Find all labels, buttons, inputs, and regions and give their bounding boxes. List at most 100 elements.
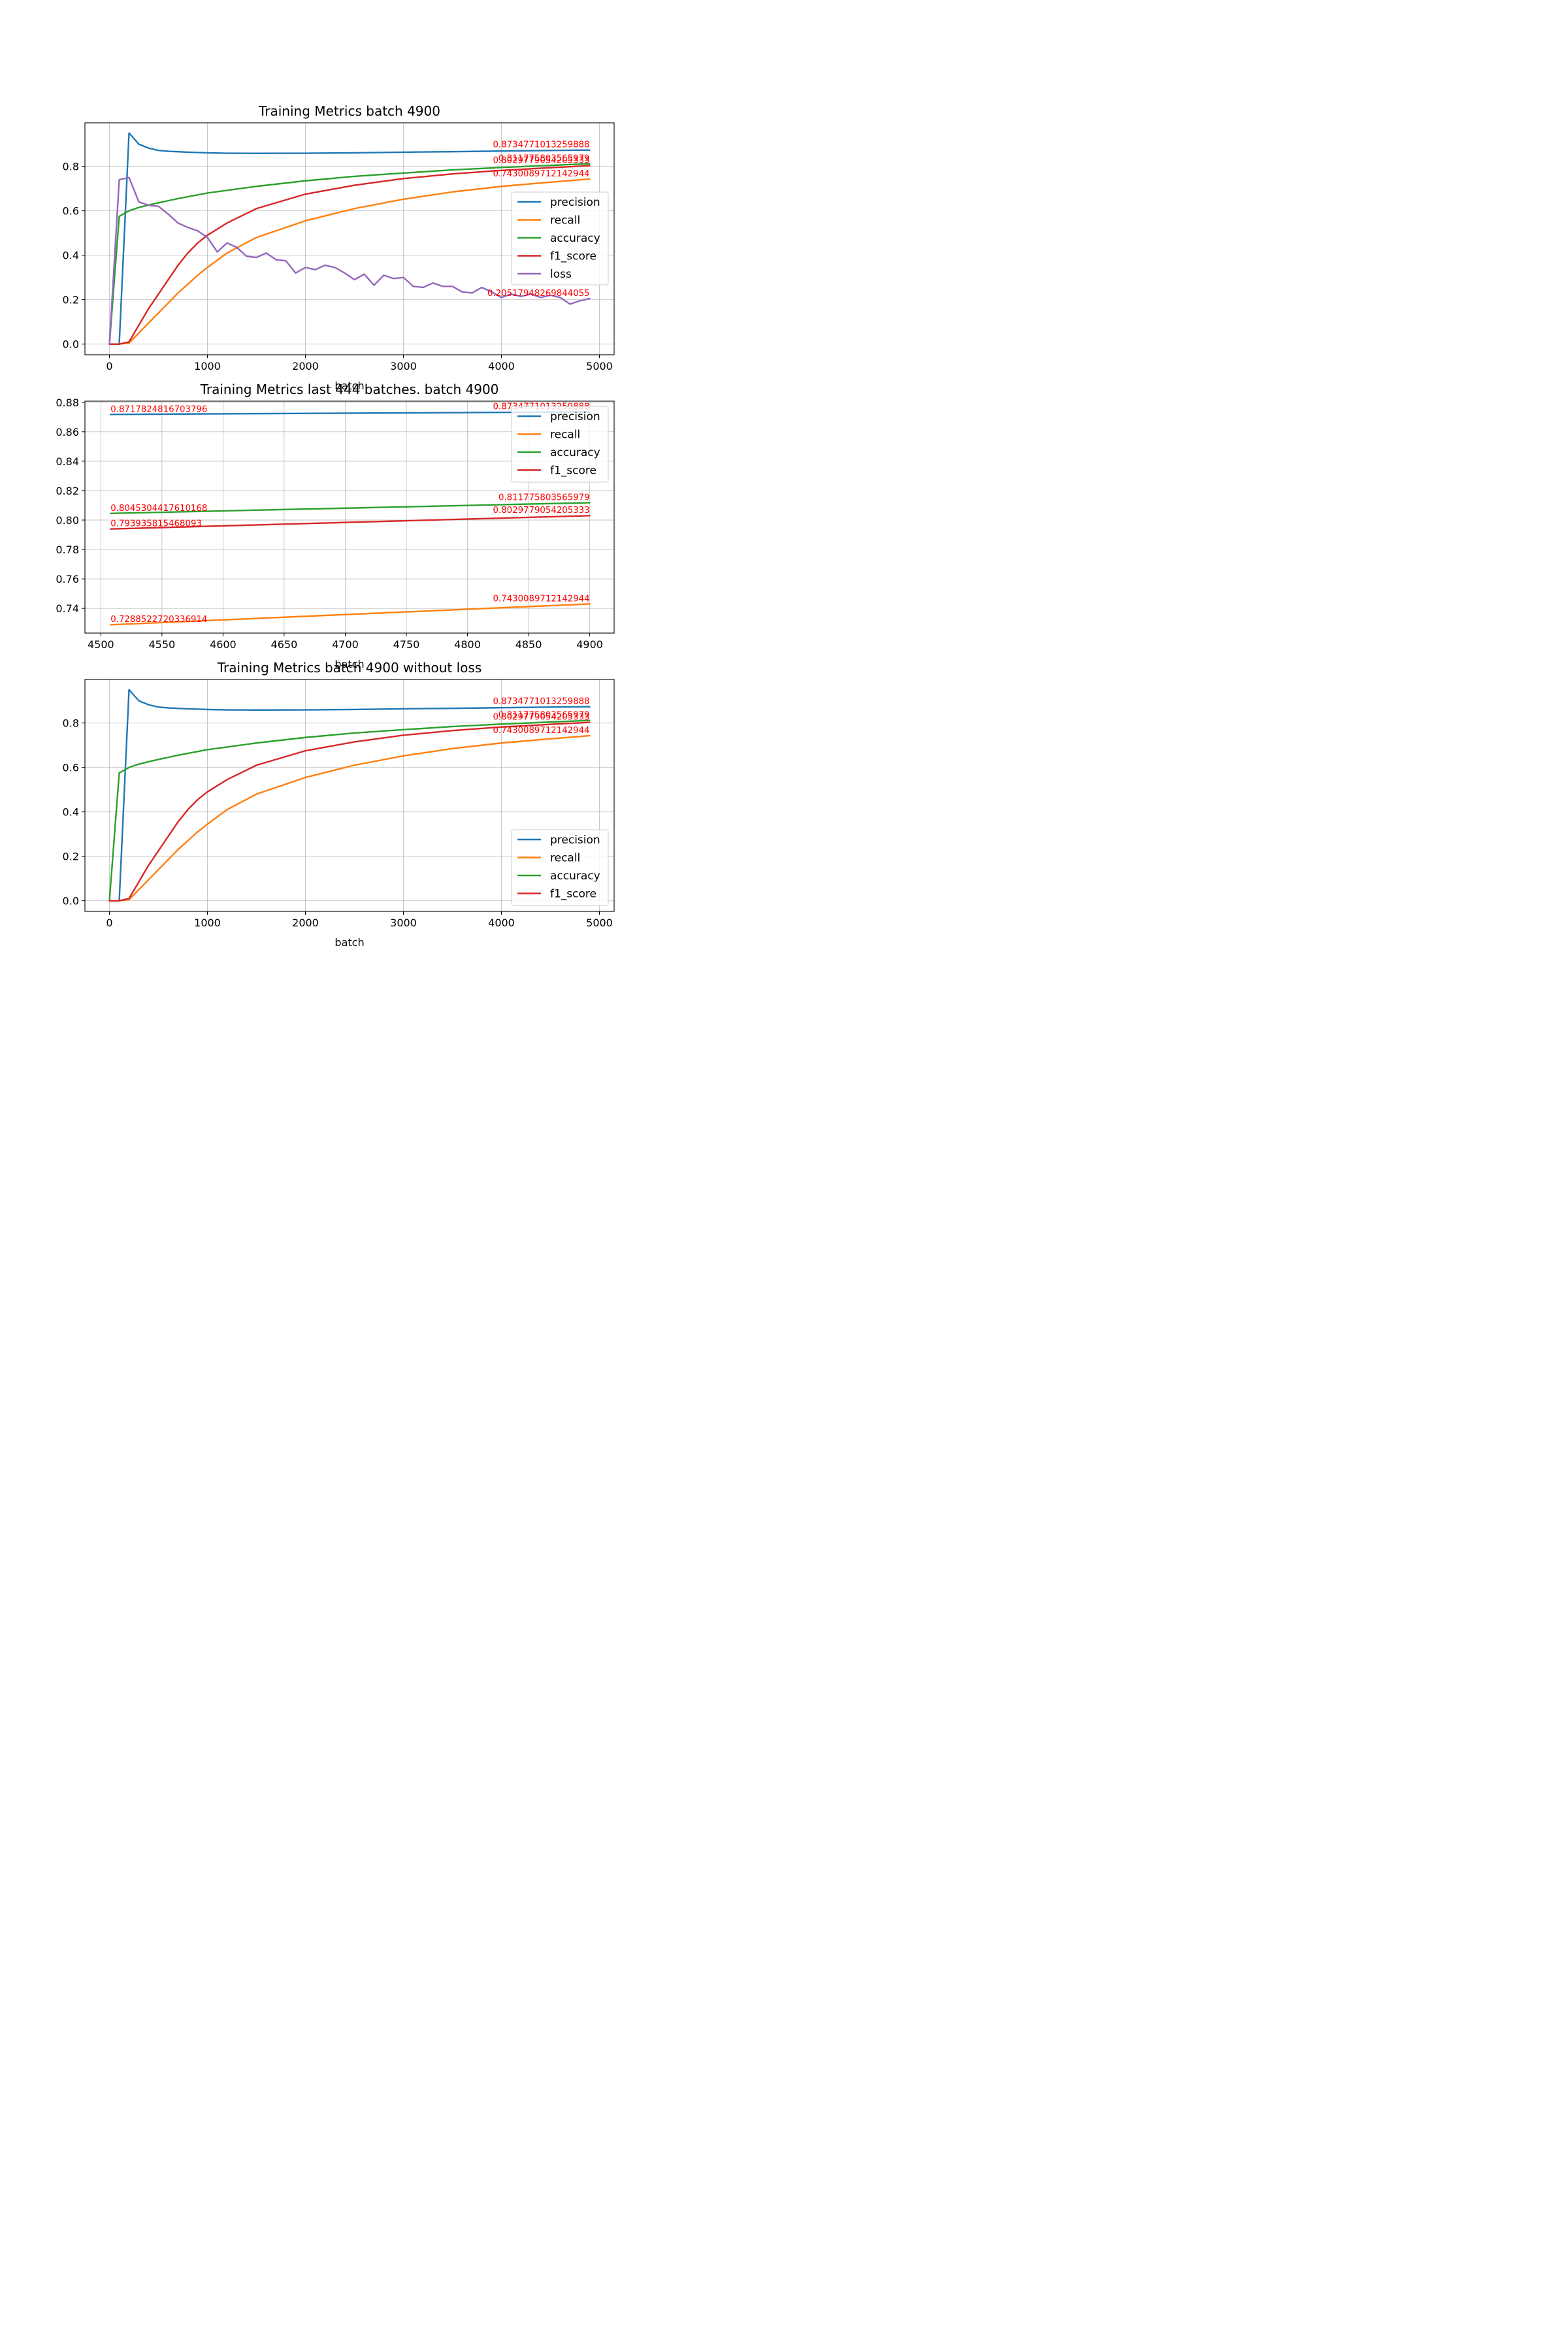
x-tick-label: 4650 — [271, 638, 298, 651]
x-tick-label: 4750 — [393, 638, 420, 651]
y-tick-label: 0.88 — [56, 397, 79, 409]
legend-label: accuracy — [550, 232, 600, 245]
y-tick-label: 0.82 — [56, 485, 79, 497]
value-annotation: 0.8029779054205333 — [493, 156, 589, 166]
series-line-recall — [110, 603, 591, 626]
plot-frame — [84, 400, 615, 634]
x-tick-label: 3000 — [390, 360, 417, 372]
legend: precision recall accuracy f1_score — [511, 829, 609, 906]
y-tick-label: 0.86 — [56, 426, 79, 438]
value-annotation: 0.7288522720336914 — [110, 615, 207, 625]
x-tick-label: 4900 — [576, 638, 603, 651]
y-tick-label: 0.4 — [63, 250, 79, 262]
x-axis-label: batch — [335, 936, 364, 949]
series-line-loss — [108, 176, 591, 345]
value-annotation: 0.20517948269844055 — [487, 289, 590, 299]
x-tick-label: 0 — [106, 917, 112, 929]
legend-label: accuracy — [550, 446, 600, 459]
chart-title: Training Metrics batch 4900 — [258, 103, 440, 119]
series-line-precision — [110, 411, 591, 416]
chart-title: Training Metrics last 444 batches. batch… — [200, 382, 499, 397]
value-annotation: 0.811775803565979 — [498, 493, 590, 502]
y-tick-label: 0.8 — [63, 717, 79, 730]
x-tick-label: 3000 — [390, 917, 417, 929]
series-line-f1_score — [110, 515, 591, 530]
x-tick-label: 2000 — [292, 360, 319, 372]
x-tick-label: 1000 — [194, 360, 221, 372]
legend-label: precision — [550, 834, 600, 847]
y-tick-label: 0.80 — [56, 514, 79, 527]
legend-label: f1_score — [550, 465, 596, 478]
legend-box — [511, 829, 609, 906]
y-tick-label: 0.84 — [56, 455, 79, 468]
chart-title: Training Metrics batch 4900 without loss — [217, 660, 482, 676]
x-tick-label: 4700 — [332, 638, 359, 651]
y-tick-label: 0.78 — [56, 544, 79, 556]
value-annotation: 0.8045304417610168 — [110, 504, 207, 514]
x-tick-label: 2000 — [292, 917, 319, 929]
y-tick-label: 0.8 — [63, 161, 79, 173]
chart-3: 0 1000 2000 3000 4000 5000 0.0 0.2 0.4 0.6 0.8 Trai… — [63, 660, 615, 949]
x-tick-label: 4000 — [488, 917, 515, 929]
chart-1: 0 1000 2000 3000 4000 5000 0.0 0.2 0.4 0.6 0.8 Trai… — [63, 103, 615, 392]
chart-2: 4500 4550 4600 4650 4700 4750 4800 4850 4900 0.74… — [56, 382, 615, 670]
training-metrics-figure: 0 1000 2000 3000 4000 5000 0.0 0.2 0.4 0.6 0.8 Trai… — [56, 103, 615, 949]
legend-label: precision — [550, 196, 600, 209]
value-annotation: 0.7430089712142944 — [493, 169, 589, 179]
x-tick-label: 4500 — [88, 638, 114, 651]
x-tick-label: 5000 — [586, 360, 613, 372]
y-tick-label: 0.0 — [63, 895, 79, 907]
series-line-recall — [108, 734, 591, 902]
legend-label: loss — [550, 268, 572, 281]
y-tick-label: 0.74 — [56, 602, 79, 615]
x-tick-label: 4000 — [488, 360, 515, 372]
y-tick-label: 0.0 — [63, 338, 79, 351]
y-tick-label: 0.4 — [63, 806, 79, 819]
series-line-f1_score — [108, 165, 591, 345]
value-annotation: 0.811775803565979 — [498, 711, 590, 721]
value-annotation: 0.8717824816703796 — [110, 404, 207, 414]
legend-label: f1_score — [550, 250, 596, 263]
y-tick-label: 0.6 — [63, 762, 79, 774]
plot-frame — [84, 122, 615, 355]
value-annotation: 0.8029779054205333 — [493, 713, 589, 723]
y-tick-label: 0.2 — [63, 851, 79, 863]
x-tick-label: 0 — [106, 360, 112, 372]
legend: precision recall accuracy f1_score — [511, 406, 609, 483]
series-line-precision — [108, 689, 591, 902]
x-tick-label: 4850 — [515, 638, 542, 651]
y-tick-label: 0.76 — [56, 573, 79, 585]
plot-frame — [84, 679, 615, 912]
series-line-precision — [108, 132, 591, 345]
value-annotation: 0.8734771013259888 — [493, 697, 589, 707]
value-annotation: 0.793935815468093 — [110, 519, 202, 529]
value-annotation: 0.7430089712142944 — [493, 726, 589, 736]
series-line-f1_score — [108, 721, 591, 902]
value-annotation: 0.811775803565979 — [498, 154, 590, 164]
value-annotation: 0.7430089712142944 — [493, 594, 590, 604]
value-annotation: 0.8734771013259888 — [493, 140, 589, 150]
legend-label: f1_score — [550, 888, 596, 901]
series-line-accuracy — [108, 719, 591, 902]
x-tick-label: 4600 — [210, 638, 237, 651]
series-line-accuracy — [110, 502, 591, 514]
legend-label: accuracy — [550, 870, 600, 883]
legend-label: recall — [550, 429, 580, 442]
y-tick-label: 0.2 — [63, 294, 79, 306]
legend-box — [511, 406, 609, 483]
value-annotation: 0.8029779054205333 — [493, 506, 590, 515]
x-tick-label: 4800 — [454, 638, 481, 651]
series-line-accuracy — [108, 163, 591, 345]
legend-label: recall — [550, 214, 580, 227]
x-tick-label: 5000 — [586, 917, 613, 929]
x-tick-label: 4550 — [148, 638, 175, 651]
legend-label: precision — [550, 410, 600, 423]
x-axis-label: batch — [335, 658, 364, 670]
legend-label: recall — [550, 852, 580, 865]
series-line-recall — [108, 178, 591, 345]
x-tick-label: 1000 — [194, 917, 221, 929]
y-tick-label: 0.6 — [63, 205, 79, 218]
x-axis-label: batch — [335, 380, 364, 392]
legend-box — [511, 191, 609, 286]
